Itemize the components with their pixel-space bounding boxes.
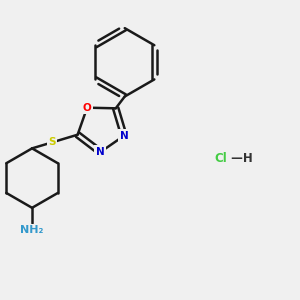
Text: N: N bbox=[96, 147, 105, 157]
Text: Cl: Cl bbox=[214, 152, 227, 165]
Text: O: O bbox=[83, 103, 92, 113]
Text: —H: —H bbox=[227, 152, 253, 165]
Text: S: S bbox=[48, 137, 56, 147]
Text: N: N bbox=[120, 131, 128, 141]
Text: NH₂: NH₂ bbox=[20, 225, 44, 235]
